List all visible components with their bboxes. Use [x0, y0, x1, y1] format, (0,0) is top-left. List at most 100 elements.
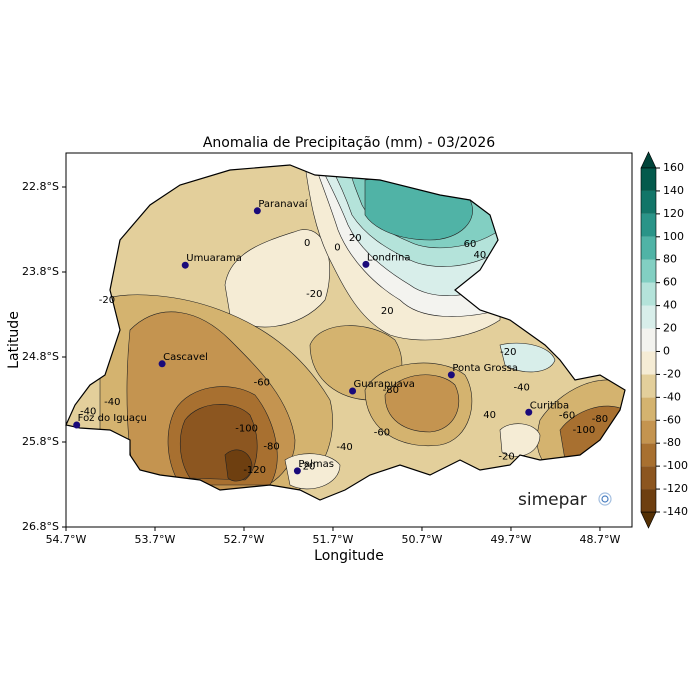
contour-label: -40	[513, 383, 529, 394]
y-tick-label: 22.8°S	[22, 180, 59, 193]
city-label: Curitiba	[530, 400, 569, 411]
y-tick-label: 25.8°S	[22, 435, 59, 448]
contour-label: -80	[592, 414, 608, 425]
city-marker	[349, 387, 357, 395]
contour-label: -80	[383, 385, 399, 396]
y-tick-label: 24.8°S	[22, 350, 59, 363]
contour-label: -60	[374, 428, 390, 439]
contour-label: 60	[464, 239, 477, 250]
field-pos-se	[499, 342, 556, 373]
x-tick-label: 54.7°W	[46, 533, 87, 546]
map-title: Anomalia de Precipitação (mm) - 03/2026	[203, 135, 495, 151]
colorbar-tick-label: 60	[663, 276, 677, 289]
x-tick-label: 48.7°W	[580, 533, 621, 546]
colorbar-tick-label: -60	[663, 413, 681, 426]
y-tick-label: 23.8°S	[22, 265, 59, 278]
city-label: Guarapuava	[354, 379, 415, 390]
city-marker	[447, 371, 455, 379]
colorbar-band	[641, 466, 656, 490]
colorbar-band	[641, 168, 656, 191]
colorbar-tick-label: 100	[663, 230, 684, 243]
city-label: Palmas	[298, 459, 334, 470]
colorbar-band	[641, 259, 656, 283]
x-tick-label: 49.7°W	[491, 533, 532, 546]
colorbar-extension	[640, 511, 657, 529]
logo: simepar	[518, 490, 587, 510]
colorbar-extension	[640, 151, 657, 169]
city-marker	[158, 360, 166, 368]
contour-label: -40	[336, 442, 352, 453]
state-border	[65, 164, 626, 501]
city-label: Ponta Grossa	[452, 363, 518, 374]
contour-label: 40	[473, 250, 486, 261]
contour-label: -120	[243, 465, 266, 476]
contour-label: -60	[254, 378, 270, 389]
city-marker	[73, 421, 81, 429]
colorbar-tick-label: 160	[663, 161, 684, 174]
contour-label: 0	[334, 242, 340, 253]
colorbar-band	[641, 489, 656, 512]
colorbar-tick-label: 0	[663, 344, 670, 357]
colorbar-band	[641, 397, 656, 421]
field-light-se	[499, 423, 541, 457]
contour-label: -20	[500, 347, 516, 358]
x-tick-label: 50.7°W	[402, 533, 443, 546]
contour-label: -40	[80, 406, 96, 417]
field-light-s	[284, 453, 341, 490]
colorbar-band	[641, 374, 656, 398]
colorbar-band	[641, 236, 656, 260]
x-axis-label: Longitude	[314, 548, 384, 564]
colorbar-tick-label: -100	[663, 459, 688, 472]
contour-label: -20	[498, 451, 514, 462]
contour-label: 40	[483, 410, 496, 421]
x-tick-label: 51.7°W	[313, 533, 354, 546]
city-marker	[525, 408, 533, 416]
colorbar-tick-label: -80	[663, 436, 681, 449]
contour-label: -60	[559, 411, 575, 422]
colorbar-tick-label: -120	[663, 482, 688, 495]
colorbar-tick-label: 120	[663, 207, 684, 220]
logo-icon	[598, 492, 612, 506]
colorbar-band	[641, 351, 656, 375]
colorbar-tick-label: -20	[663, 367, 681, 380]
contour-label: -20	[306, 289, 322, 300]
contour-label: -40	[104, 397, 120, 408]
colorbar-band	[641, 328, 656, 352]
contour-label: 0	[304, 238, 310, 249]
contour-label: -20	[299, 462, 315, 473]
colorbar-frame	[640, 167, 657, 513]
colorbar-band	[641, 305, 656, 329]
colorbar-band	[641, 420, 656, 444]
contour-label: -80	[263, 441, 279, 452]
y-tick-label: 26.8°S	[22, 520, 59, 533]
city-label: Umuarama	[186, 253, 242, 264]
x-tick-label: 53.7°W	[135, 533, 176, 546]
colorbar-band	[641, 282, 656, 306]
city-marker	[362, 260, 370, 268]
city-marker	[181, 261, 189, 269]
y-axis-label: Latitude	[6, 311, 22, 369]
colorbar-tick-label: 20	[663, 322, 677, 335]
colorbar-tick-label: 80	[663, 253, 677, 266]
colorbar-tick-label: -140	[663, 505, 688, 518]
contour-label: 20	[349, 233, 362, 244]
plot-frame	[65, 152, 633, 528]
city-label: Londrina	[367, 252, 411, 263]
contour-label: -20	[99, 295, 115, 306]
contour-label: -100	[573, 425, 596, 436]
contour-label: 20	[381, 306, 394, 317]
colorbar-band	[641, 190, 656, 214]
city-marker	[293, 467, 301, 475]
colorbar-tick-label: 140	[663, 184, 684, 197]
contour-label: -100	[235, 423, 258, 434]
city-marker	[253, 207, 261, 215]
city-label: Foz do Iguaçu	[78, 413, 147, 424]
x-tick-label: 52.7°W	[224, 533, 265, 546]
colorbar-tick-label: 40	[663, 299, 677, 312]
colorbar-tick-label: -40	[663, 390, 681, 403]
logo-ring	[601, 495, 609, 503]
colorbar-band	[641, 443, 656, 467]
colorbar-band	[641, 213, 656, 237]
field-neg-120	[224, 449, 253, 482]
